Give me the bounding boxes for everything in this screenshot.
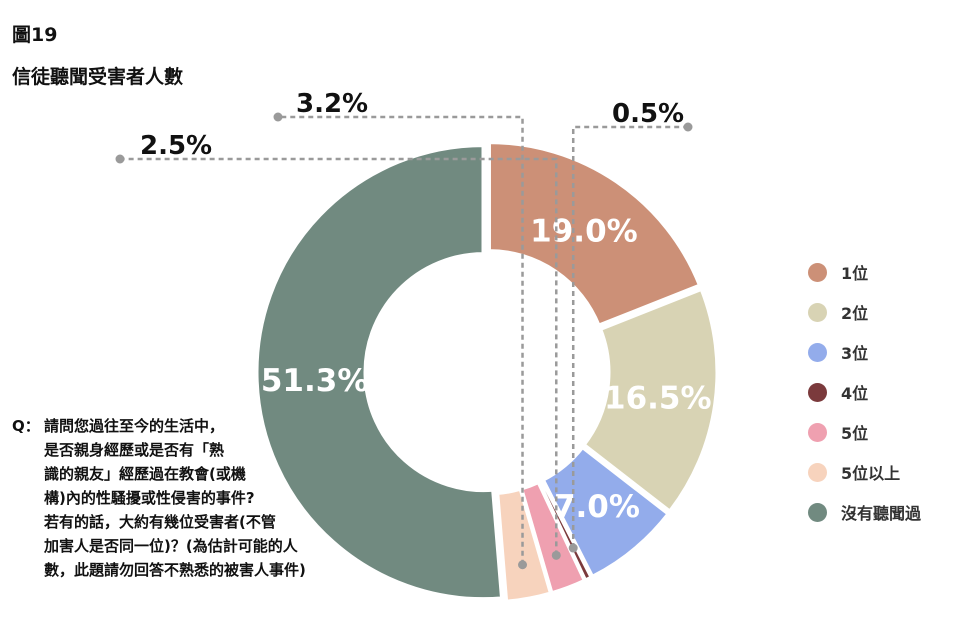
question-line: 是否親身經歷或是否有「熟 [44, 441, 225, 459]
callout-dot [518, 560, 528, 570]
question-line: 識的親友」經歷過在教會(或機 [44, 465, 246, 483]
question-line: 數，此題請勿回答不熟悉的被害人事件) [44, 561, 306, 579]
donut-slice [495, 486, 554, 604]
figure-number: 圖19 [12, 24, 58, 46]
legend-swatch [808, 342, 827, 362]
data-label: 51.3% [261, 363, 369, 399]
legend-item: 2位 [808, 292, 921, 332]
question-line: 請問您過往至今的生活中， [44, 417, 225, 435]
data-label: 16.5% [604, 380, 712, 416]
data-label: 0.5% [612, 99, 684, 129]
callout-dot [115, 154, 125, 164]
legend-item: 3位 [808, 332, 921, 372]
question-line: 加害人是否同一位)？(為估計可能的人 [44, 537, 298, 555]
legend: 1位 2位 3位 4位 5位 5位以上沒有聽聞過 [808, 252, 921, 532]
legend-label: 5位以上 [841, 464, 901, 483]
legend-item: 4位 [808, 372, 921, 412]
callout-dot [683, 122, 693, 132]
data-label: 3.2% [296, 89, 368, 119]
legend-item: 5位以上 [808, 452, 921, 492]
legend-item: 沒有聽聞過 [808, 492, 921, 532]
question-prefix: Q： [12, 417, 40, 435]
question-line: 構)內的性騷擾或性侵害的事件? [44, 489, 255, 507]
donut-slice [580, 286, 720, 515]
legend-swatch [808, 502, 827, 522]
legend-label: 3位 [841, 344, 869, 363]
data-label: 7.0% [554, 489, 640, 525]
legend-swatch [808, 302, 827, 322]
legend-label: 4位 [841, 384, 869, 403]
callout-dot [273, 112, 283, 122]
callout-dot [568, 543, 578, 553]
donut-slice [254, 143, 505, 602]
legend-swatch [808, 382, 827, 402]
legend-label: 5位 [841, 424, 869, 443]
callout-line [571, 125, 688, 549]
legend-label: 2位 [841, 304, 869, 323]
callout-line [120, 157, 558, 556]
data-label: 19.0% [530, 213, 638, 249]
legend-label: 沒有聽聞過 [841, 504, 922, 523]
legend-swatch [808, 262, 827, 282]
legend-swatch [808, 422, 827, 442]
data-label: 2.5% [140, 131, 212, 161]
legend-item: 5位 [808, 412, 921, 452]
legend-label: 1位 [841, 264, 869, 283]
question-text: 請問您過往至今的生活中， 是否親身經歷或是否有「熟識的親友」經歷過在教會(或機 構)… [44, 414, 384, 582]
callout-dot [551, 550, 561, 560]
legend-swatch [808, 462, 827, 482]
question-line: 若有的話，大約有幾位受害者(不管 [44, 513, 276, 531]
chart-title: 信徒聽聞受害者人數 [12, 66, 184, 88]
legend-item: 1位 [808, 252, 921, 292]
donut-slice [486, 140, 703, 329]
